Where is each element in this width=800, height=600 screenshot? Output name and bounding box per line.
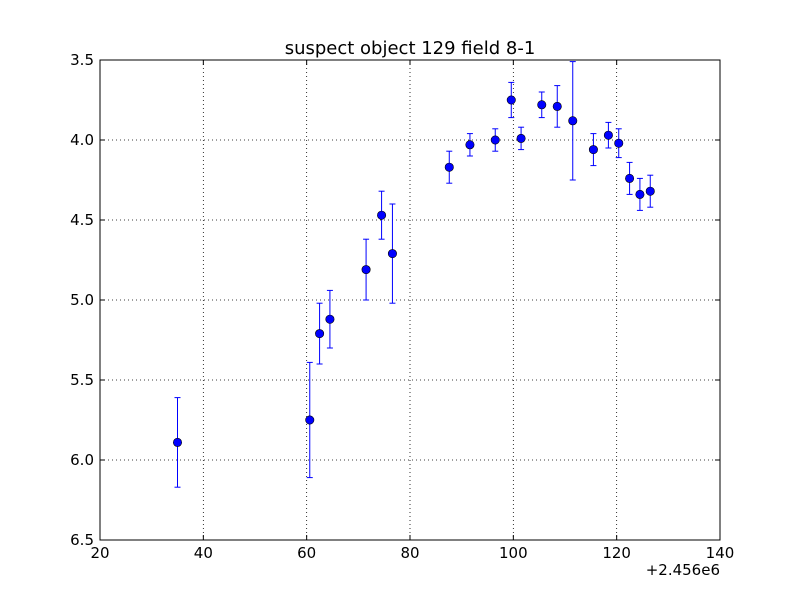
data-point [537,91,547,119]
data-point [625,161,635,195]
x-tick-labels: 20 40 60 80 100 120 140 [90,544,734,562]
data-point [516,126,526,151]
data-point [173,397,183,488]
data-marker [645,186,655,196]
x-tick-label: 80 [400,544,419,562]
data-point [635,177,645,211]
x-tick-label: 120 [602,544,631,562]
x-tick-label: 40 [194,544,213,562]
data-marker [173,437,183,447]
data-point [361,238,371,301]
data-marker [635,189,645,199]
x-axis-offset-label: +2.456e6 [646,561,720,579]
y-tick-label: 6.5 [70,531,94,549]
data-marker [568,116,578,126]
y-tick-label: 4.5 [70,211,94,229]
x-tick-label: 60 [297,544,316,562]
data-marker [325,314,335,324]
data-marker [552,101,562,111]
data-point [377,190,387,240]
data-point [305,361,315,479]
grid-lines [100,60,720,540]
data-point [603,121,613,149]
data-point [465,133,475,157]
data-point [315,302,325,365]
data-point [552,85,562,128]
x-tick-label: 140 [706,544,735,562]
data-marker [315,329,325,339]
data-series [173,61,655,488]
data-point [444,150,454,184]
y-tick-label: 3.5 [70,51,94,69]
data-marker [588,145,598,155]
data-marker [516,133,526,143]
data-marker [387,249,397,259]
data-marker [361,265,371,275]
data-marker [305,415,315,425]
data-point [588,133,598,167]
data-point [506,81,516,119]
data-point [568,61,578,181]
y-tick-labels: 3.5 4.0 4.5 5.0 5.5 6.0 6.5 [70,51,94,549]
data-marker [537,100,547,110]
data-point [387,203,397,304]
data-marker [465,140,475,150]
data-point [614,128,624,159]
data-marker [603,130,613,140]
y-tick-label: 5.0 [70,291,94,309]
y-tick-label: 6.0 [70,451,94,469]
data-marker [625,173,635,183]
chart-title: suspect object 129 field 8-1 [285,38,536,59]
data-point [490,128,500,152]
axis-ticks [99,59,721,541]
data-marker [506,95,516,105]
x-tick-label: 100 [499,544,528,562]
y-tick-label: 4.0 [70,131,94,149]
data-point [645,174,655,208]
data-marker [490,135,500,145]
y-tick-label: 5.5 [70,371,94,389]
data-marker [614,138,624,148]
data-marker [377,210,387,220]
x-tick-label: 20 [90,544,109,562]
data-marker [444,162,454,172]
data-point [325,289,335,349]
